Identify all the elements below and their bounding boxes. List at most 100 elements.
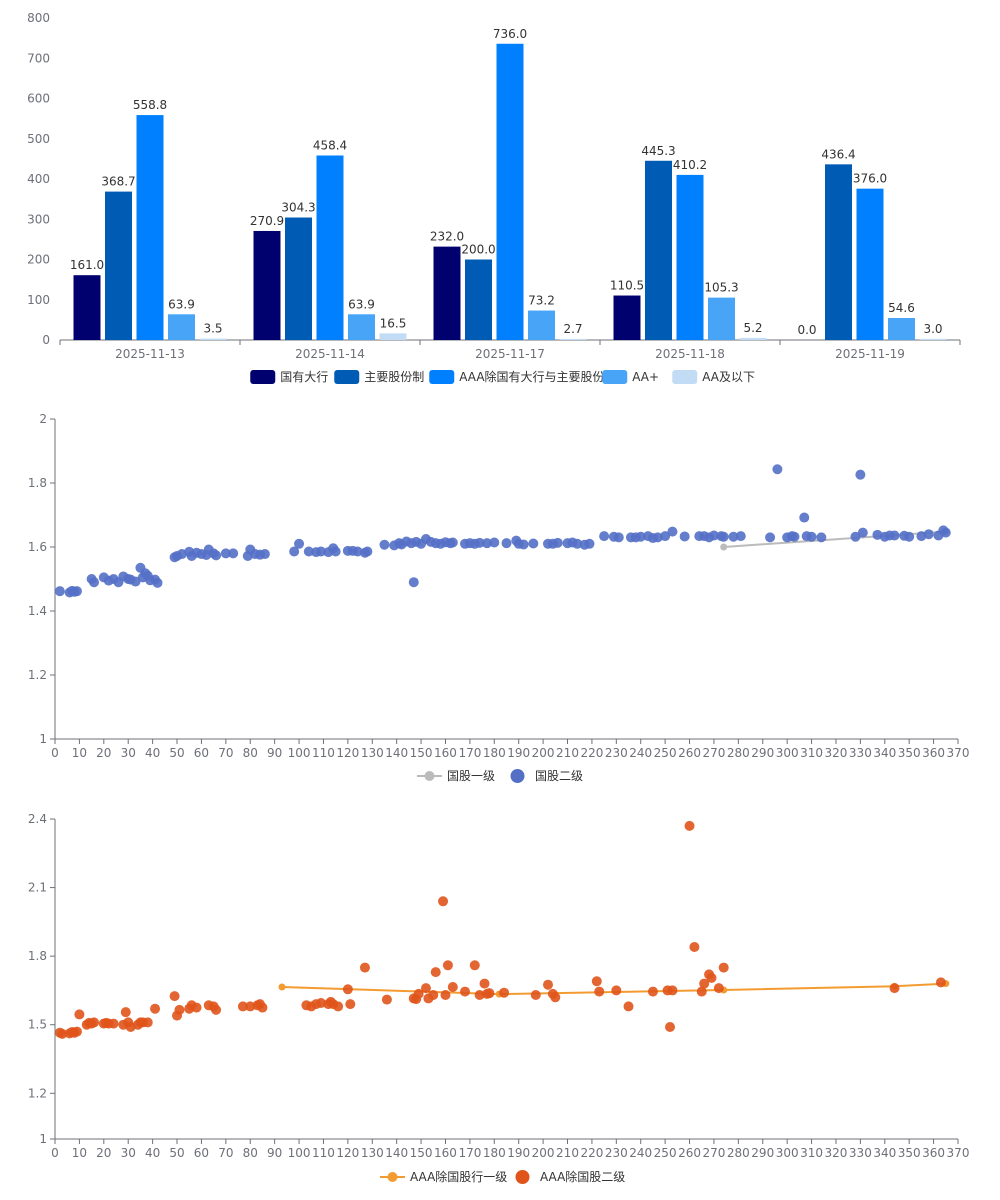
bar-data-label: 232.0 (430, 230, 464, 244)
x-tick-label: 210 (556, 746, 579, 760)
x-tick-label: 60 (194, 1146, 209, 1160)
x-tick-label: 2025-11-19 (835, 347, 905, 361)
scatter-point (550, 992, 561, 1003)
x-tick-label: 290 (751, 746, 774, 760)
x-tick-label: 310 (800, 1146, 823, 1160)
scatter-point (684, 820, 695, 831)
y-tick-label: 1.2 (28, 668, 47, 682)
scatter-point (904, 531, 915, 542)
x-tick-label: 230 (605, 746, 628, 760)
scatter-point (430, 967, 441, 978)
scatter-point (816, 532, 827, 543)
x-tick-label: 110 (312, 746, 335, 760)
y-tick-label: 1.8 (28, 949, 47, 963)
scatter-point (420, 983, 431, 994)
y-tick-label: 100 (27, 293, 50, 307)
x-tick-label: 370 (947, 746, 970, 760)
x-tick-label: 200 (532, 1146, 555, 1160)
bar (316, 155, 344, 340)
scatter-point (530, 990, 541, 1000)
bar (496, 43, 524, 340)
bar-data-label: 410.2 (673, 158, 707, 172)
bar-data-label: 445.3 (641, 144, 675, 158)
x-tick-label: 120 (336, 1146, 359, 1160)
x-tick-label: 250 (654, 1146, 677, 1160)
bar-data-label: 73.2 (528, 294, 555, 308)
x-tick-label: 2025-11-18 (655, 347, 725, 361)
scatter-point (584, 538, 595, 549)
scatter-point (635, 531, 646, 542)
scatter-point (89, 577, 100, 588)
x-tick-label: 280 (727, 746, 750, 760)
scatter-point (438, 896, 449, 907)
scatter-point (484, 988, 495, 999)
bar (739, 337, 767, 340)
scatter-point (333, 1001, 344, 1012)
x-tick-label: 70 (218, 746, 233, 760)
bar-data-label: 2.7 (563, 322, 582, 336)
y-tick-label: 1.2 (28, 1086, 47, 1100)
scatter-point (889, 983, 900, 994)
scatter-point (460, 986, 471, 997)
legend-label: 主要股份制 (364, 370, 424, 384)
legend-swatch (672, 370, 698, 384)
bar (73, 275, 101, 340)
x-tick-label: 100 (288, 746, 311, 760)
y-tick-label: 2.1 (28, 881, 47, 895)
scatter-point (660, 531, 671, 542)
scatter-point (469, 960, 480, 971)
legend-swatch (429, 370, 455, 384)
bar-data-label: 5.2 (743, 321, 762, 335)
scatter-point (699, 978, 710, 989)
y-tick-label: 600 (27, 92, 50, 106)
bar (708, 297, 735, 340)
scatter-point (474, 537, 485, 548)
x-tick-label: 330 (849, 1146, 872, 1160)
x-tick-label: 30 (121, 746, 136, 760)
y-tick-label: 0 (42, 333, 50, 347)
y-tick-label: 500 (27, 132, 50, 146)
scatter-point (679, 531, 690, 542)
x-tick-label: 80 (243, 746, 258, 760)
x-tick-label: 50 (169, 746, 184, 760)
x-tick-label: 180 (483, 1146, 506, 1160)
scatter-point (613, 532, 624, 543)
scatter-point (211, 550, 222, 561)
x-tick-label: 190 (507, 1146, 530, 1160)
scatter-point (501, 538, 512, 549)
scatter-point (150, 1003, 161, 1014)
bar-data-label: 110.5 (610, 279, 644, 293)
x-tick-label: 170 (458, 746, 481, 760)
scatter-point (572, 538, 583, 549)
scatter-point (447, 982, 458, 992)
scatter-point (408, 577, 419, 588)
legend-line-swatch-dot (387, 1172, 398, 1182)
scatter-point (889, 530, 900, 541)
scatter-point (667, 985, 678, 996)
x-tick-label: 300 (776, 1146, 799, 1160)
scatter-point (237, 1001, 248, 1012)
x-tick-label: 370 (947, 1146, 970, 1160)
x-tick-label: 310 (800, 746, 823, 760)
scatter-point (257, 1002, 268, 1013)
legend-label: 国有大行 (280, 370, 328, 384)
scatter-point (765, 532, 776, 543)
scatter-point (440, 990, 451, 1000)
scatter-point (857, 527, 868, 538)
scatter-point (245, 1001, 256, 1012)
x-tick-label: 300 (776, 746, 799, 760)
legend-line-swatch-dot (424, 771, 435, 781)
bar (348, 314, 375, 340)
scatter-point (599, 531, 610, 542)
x-tick-label: 10 (72, 1146, 87, 1160)
scatter-point (211, 1004, 222, 1015)
legend-label: AA及以下 (702, 370, 755, 384)
scatter-point (303, 546, 314, 557)
y-tick-label: 2.4 (28, 812, 47, 826)
scatter-point (735, 531, 746, 542)
legend-swatch (602, 370, 628, 384)
scatter-point (89, 1017, 100, 1028)
bar (285, 217, 312, 340)
scatter-point (708, 530, 719, 541)
x-tick-label: 2025-11-17 (475, 347, 545, 361)
